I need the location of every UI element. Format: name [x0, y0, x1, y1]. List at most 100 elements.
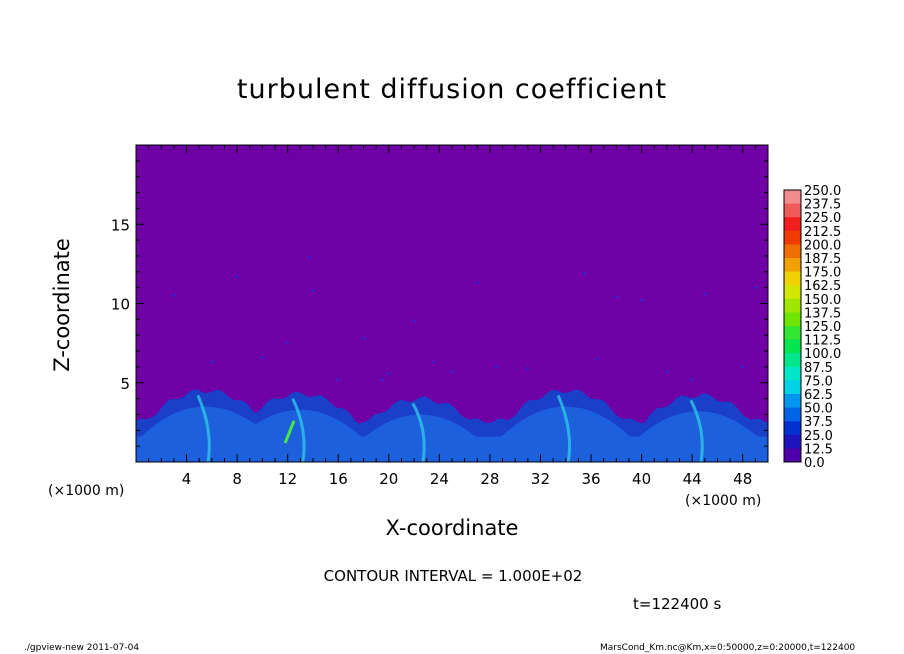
colorbar-swatch [784, 448, 801, 463]
speck [210, 360, 214, 364]
y-tick-label: 5 [120, 375, 130, 393]
colorbar-label: 225.0 [804, 211, 841, 226]
x-tick-label: 24 [430, 470, 449, 488]
x-tick-label: 4 [182, 470, 192, 488]
colorbar-swatch [784, 230, 801, 245]
x-tick-label: 28 [480, 470, 499, 488]
speck [450, 370, 454, 374]
colorbar-label: 150.0 [804, 293, 841, 308]
x-tick-label: 16 [329, 470, 348, 488]
speck [475, 281, 479, 285]
x-tick-label: 20 [379, 470, 398, 488]
colorbar-label: 125.0 [804, 320, 841, 335]
x-tick-label: 44 [683, 470, 702, 488]
colorbar-swatch [784, 203, 801, 218]
x-axis-unit-right: (×1000 m) [685, 493, 762, 509]
colorbar-swatch [784, 244, 801, 259]
colorbar-swatch [784, 190, 801, 205]
colorbar-label: 175.0 [804, 266, 841, 281]
plume-streak [689, 399, 704, 463]
plume-streak [556, 394, 572, 463]
colorbar-label: 87.5 [804, 361, 833, 376]
y-tick-label: 15 [111, 216, 130, 234]
speck [381, 378, 384, 381]
colorbar-label: 250.0 [804, 184, 841, 199]
colorbar-label: 62.5 [804, 388, 833, 403]
high-value-feature [283, 420, 296, 444]
colorbar-swatch [784, 326, 801, 341]
colorbar-label: 37.5 [804, 415, 833, 430]
x-tick-label: 48 [733, 470, 752, 488]
speck [261, 355, 264, 359]
speck [336, 378, 340, 381]
colorbar-label: 50.0 [804, 402, 833, 417]
speck [640, 298, 643, 302]
colorbar-label: 162.5 [804, 279, 841, 294]
colorbar-swatch [784, 421, 801, 436]
colorbar-swatch [784, 285, 801, 300]
speck [665, 370, 669, 374]
speck [494, 365, 498, 369]
colorbar-swatch [784, 258, 801, 273]
speck [362, 336, 365, 340]
colorbar-swatch [784, 394, 801, 409]
plume-streak [411, 402, 426, 463]
x-tick-label: 36 [581, 470, 600, 488]
colorbar-swatch [784, 339, 801, 354]
speck [286, 341, 290, 345]
x-tick-label: 32 [531, 470, 550, 488]
colorbar-label: 212.5 [804, 225, 841, 240]
colorbar-label: 12.5 [804, 442, 833, 457]
colorbar-swatch [784, 298, 801, 313]
colorbar-swatch [784, 407, 801, 422]
speck [690, 378, 694, 381]
footer-right: MarsCond_Km.nc@Km,x=0:50000,z=0:20000,t=… [600, 643, 856, 653]
colorbar-label: 237.5 [804, 198, 841, 213]
colorbar-swatch [784, 353, 801, 368]
speck [614, 295, 618, 299]
colorbar: 250.0237.5225.0212.5200.0187.5175.0162.5… [783, 184, 841, 471]
speck [431, 360, 435, 364]
colorbar-label: 100.0 [804, 347, 841, 362]
colorbar-label: 187.5 [804, 252, 841, 267]
colorbar-swatch [784, 271, 801, 286]
colorbar-swatch [784, 434, 801, 449]
turbulent-core [136, 406, 768, 462]
colorbar-label: 0.0 [804, 456, 825, 471]
footer-left: ./gpview-new 2011-07-04 [24, 643, 140, 653]
speck [387, 371, 391, 375]
speck [526, 367, 530, 370]
colorbar-swatch [784, 366, 801, 381]
speck [741, 365, 745, 369]
x-tick-label: 8 [232, 470, 242, 488]
speck [703, 292, 707, 296]
plume-streak [291, 397, 306, 463]
speck [172, 294, 176, 297]
plume-streak [196, 394, 211, 463]
chart-title: turbulent diffusion coefficient [236, 74, 668, 105]
colorbar-label: 200.0 [804, 238, 841, 253]
colorbar-swatch [784, 380, 801, 395]
colorbar-swatch [784, 312, 801, 327]
colorbar-label: 112.5 [804, 334, 841, 349]
speck [307, 256, 311, 259]
speck [412, 319, 416, 323]
speck [595, 357, 599, 361]
x-tick-label: 40 [632, 470, 651, 488]
x-axis-unit-left: (×1000 m) [48, 483, 125, 499]
colorbar-label: 75.0 [804, 374, 833, 389]
heatmap-plot [136, 145, 768, 463]
colorbar-swatch [784, 217, 801, 232]
time-note: t=122400 s [633, 595, 722, 613]
x-tick-label: 12 [278, 470, 297, 488]
speck [753, 286, 757, 290]
colorbar-label: 137.5 [804, 306, 841, 321]
speck [583, 271, 587, 275]
colorbar-frame [783, 189, 802, 463]
colorbar-label: 25.0 [804, 429, 833, 444]
x-axis-label: X-coordinate [385, 516, 519, 540]
y-tick-label: 10 [111, 296, 130, 314]
speck [311, 289, 315, 293]
